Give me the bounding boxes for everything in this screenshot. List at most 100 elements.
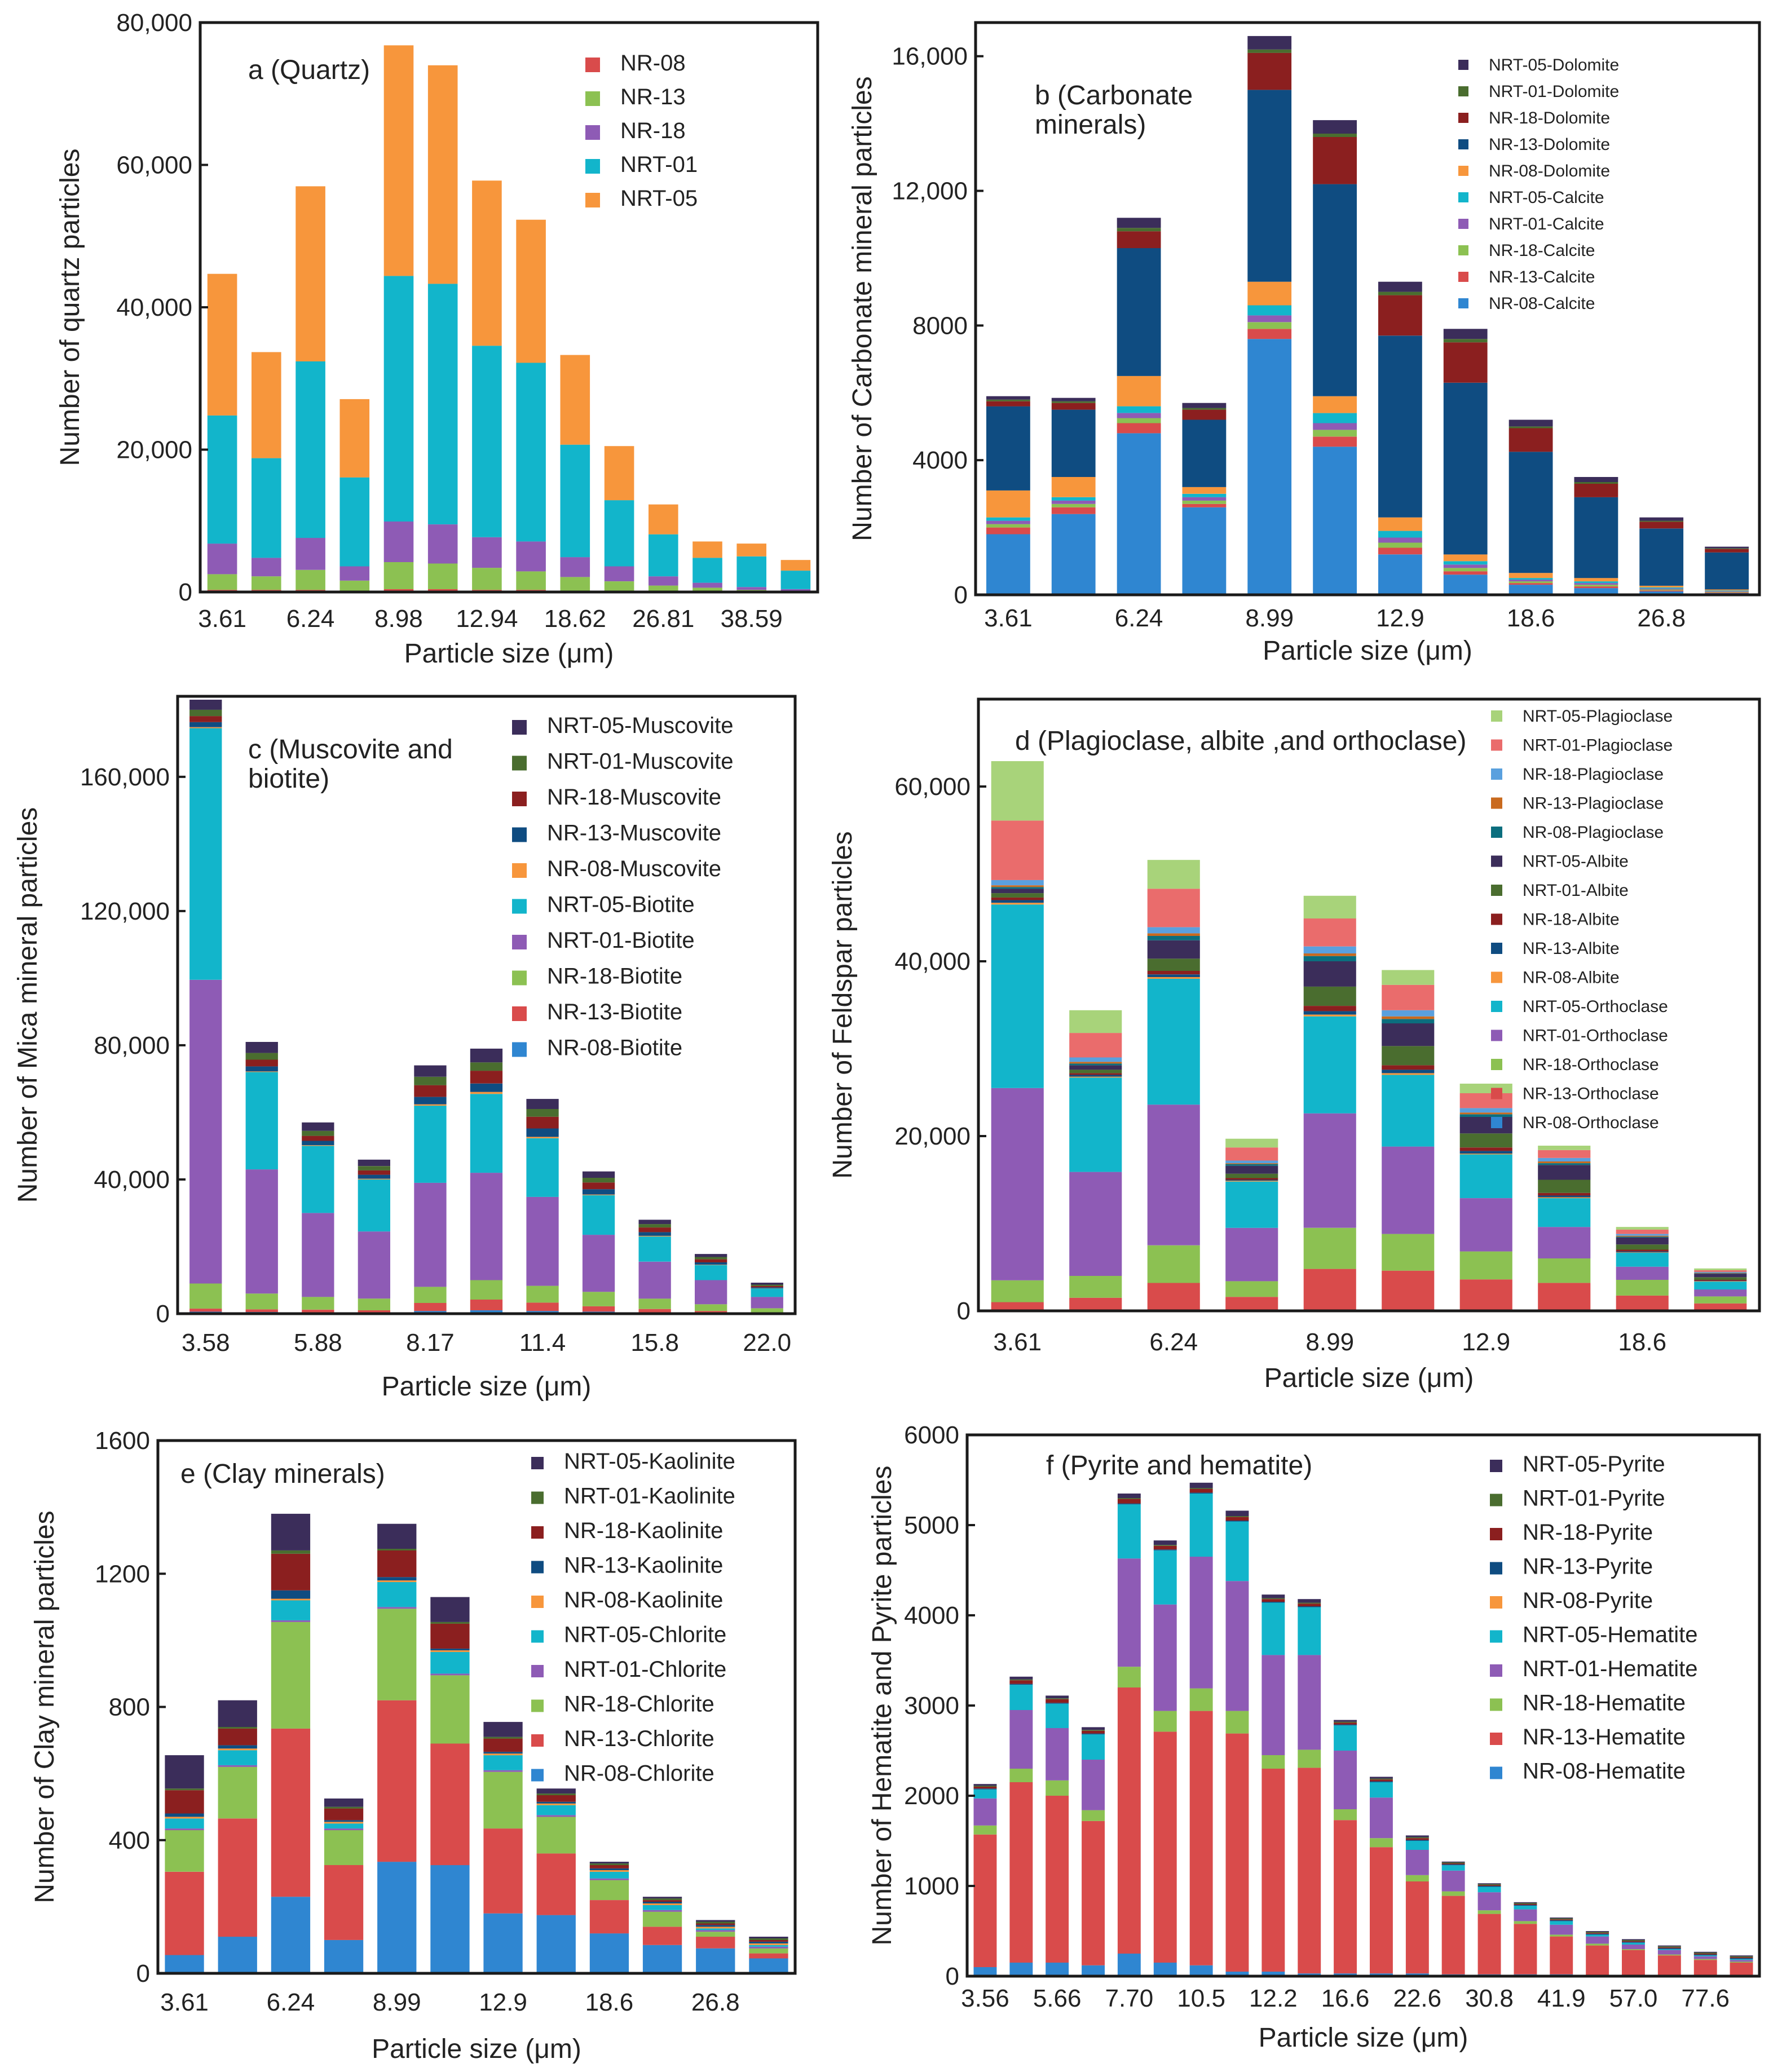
- bar-3-7-4: [1538, 1198, 1591, 1227]
- legend-label-0-1: NR-13: [620, 85, 686, 109]
- x-tick-label-4-6: 12.9: [479, 1989, 527, 2016]
- bar-4-0-4: [165, 1818, 204, 1829]
- bar-0-9-1: [604, 581, 634, 591]
- x-tick-label-0-0: 3.61: [198, 605, 246, 633]
- x-tick-label-5-18: 57.0: [1609, 1985, 1658, 2012]
- x-tick-label-2-2: 5.88: [294, 1329, 342, 1357]
- bar-5-6-3: [1189, 1557, 1213, 1689]
- legend-swatch-2-6: [512, 935, 527, 949]
- legend-swatch-0-0: [585, 58, 600, 72]
- bar-4-1-1: [218, 1818, 257, 1937]
- x-tick-label-2-6: 11.4: [519, 1329, 566, 1357]
- y-tick-label-2-4: 160,000: [80, 763, 170, 791]
- bar-4-9-0: [642, 1945, 682, 1973]
- panel-title-0: a (Quartz): [248, 55, 370, 85]
- bar-3-2-6: [1147, 974, 1200, 977]
- plot-frame-2: [176, 695, 797, 1315]
- bar-1-3-5: [1182, 487, 1227, 494]
- bar-5-17-6: [1586, 1933, 1609, 1935]
- bar-4-11-6: [749, 1941, 788, 1943]
- x-tick-label-0-12: 38.59: [721, 605, 783, 633]
- bar-4-8-6: [589, 1868, 629, 1870]
- chart-panel-4: 0 400 800 1200 1600 3.61 6.24 8.99 12.9 18.6 26.8 P…: [30, 1427, 797, 2064]
- bar-4-5-1: [430, 1743, 470, 1866]
- bar-4-2-0: [271, 1897, 311, 1973]
- bar-5-14-8: [1477, 1884, 1501, 1885]
- y-tick-label-0-2: 40,000: [116, 294, 192, 321]
- bar-2-10-8: [751, 1284, 783, 1286]
- bar-3-1-4: [1069, 1077, 1122, 1172]
- bar-1-1-1: [1051, 507, 1096, 514]
- bar-1-6-1: [1378, 547, 1422, 555]
- bar-5-4-2: [1117, 1667, 1141, 1687]
- bar-5-18-9: [1622, 1939, 1645, 1940]
- bar-1-8-1: [1508, 583, 1553, 585]
- bar-4-5-3: [430, 1673, 470, 1676]
- bar-3-4-9: [1303, 961, 1356, 987]
- bar-5-13-1: [1441, 1896, 1465, 1974]
- bar-3-1-5: [1069, 1076, 1122, 1078]
- bar-1-4-2: [1247, 322, 1292, 329]
- x-tick-label-5-4: 7.70: [1105, 1985, 1154, 2012]
- bar-5-13-4: [1441, 1865, 1465, 1871]
- bar-5-8-0: [1261, 1972, 1285, 1976]
- y-tick-label-4-4: 1600: [95, 1427, 150, 1455]
- bar-1-0-8: [986, 399, 1030, 401]
- legend-label-2-9: NR-08-Biotite: [547, 1036, 682, 1061]
- bar-4-4-3: [377, 1607, 417, 1609]
- bar-5-9-2: [1298, 1750, 1321, 1768]
- bar-4-3-1: [324, 1865, 364, 1940]
- bar-0-1-1: [252, 576, 281, 590]
- bar-1-10-5: [1639, 585, 1684, 587]
- bar-5-4-4: [1117, 1504, 1141, 1559]
- bar-4-9-6: [642, 1902, 682, 1903]
- bar-1-4-0: [1247, 339, 1292, 595]
- bar-1-4-4: [1247, 305, 1292, 316]
- bar-5-5-4: [1153, 1550, 1177, 1605]
- bar-2-10-2: [751, 1308, 783, 1313]
- x-tick-label-0-8: 18.62: [544, 605, 606, 633]
- bar-2-4-1: [414, 1303, 447, 1311]
- legend-label-2-4: NR-08-Muscovite: [547, 856, 721, 881]
- bar-3-6-13: [1459, 1093, 1512, 1108]
- bar-0-1-2: [252, 558, 281, 577]
- bar-1-10-2: [1639, 589, 1684, 591]
- bar-1-4-5: [1247, 281, 1292, 306]
- bar-1-0-1: [986, 527, 1030, 534]
- bar-2-6-5: [526, 1137, 559, 1138]
- bar-3-5-13: [1382, 984, 1435, 1010]
- legend-swatch-5-1: [1490, 1494, 1502, 1506]
- legend-swatch-4-4: [531, 1596, 544, 1608]
- bar-1-11-9: [1705, 546, 1749, 549]
- bar-1-0-7: [986, 401, 1030, 407]
- bar-3-1-14: [1069, 1010, 1122, 1033]
- bar-4-6-0: [483, 1913, 523, 1973]
- legend-label-3-2: NR-18-Plagioclase: [1523, 765, 1664, 784]
- bar-4-8-1: [589, 1900, 629, 1934]
- bar-1-10-0: [1639, 591, 1684, 595]
- bar-0-3-2: [339, 566, 370, 581]
- bar-1-1-6: [1051, 409, 1096, 477]
- bar-1-4-9: [1247, 36, 1292, 50]
- bar-3-3-5: [1225, 1181, 1278, 1182]
- legend-swatch-4-2: [531, 1526, 544, 1539]
- bar-3-8-8: [1616, 1244, 1669, 1250]
- bar-2-3-2: [358, 1298, 390, 1310]
- bar-5-21-4: [1730, 1959, 1753, 1960]
- bar-1-2-2: [1117, 418, 1161, 423]
- y-tick-label-2-2: 80,000: [94, 1032, 170, 1059]
- bar-3-4-8: [1303, 986, 1356, 1006]
- bar-4-2-8: [271, 1550, 311, 1554]
- bar-1-9-8: [1574, 482, 1618, 484]
- bar-2-7-9: [582, 1171, 615, 1178]
- bar-2-0-2: [189, 1283, 222, 1309]
- bar-5-2-4: [1046, 1703, 1069, 1728]
- y-tick-label-0-1: 20,000: [116, 436, 192, 464]
- bar-3-3-3: [1225, 1227, 1278, 1282]
- x-tick-label-0-6: 12.94: [456, 605, 518, 633]
- bar-5-3-3: [1082, 1760, 1105, 1810]
- bar-4-11-4: [749, 1945, 788, 1947]
- bar-1-8-5: [1508, 573, 1553, 578]
- y-tick-label-1-0: 0: [954, 581, 968, 609]
- bar-5-20-1: [1693, 1960, 1717, 1976]
